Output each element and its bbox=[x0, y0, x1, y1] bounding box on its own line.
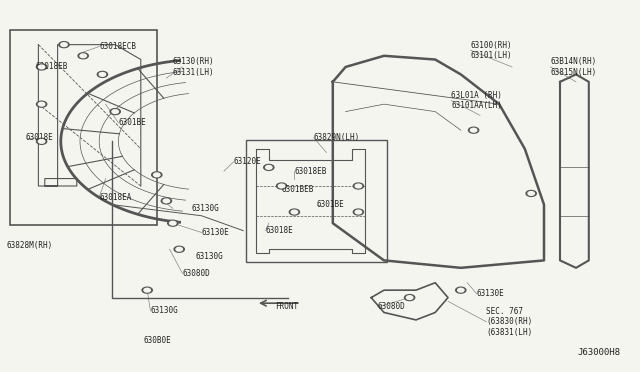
Circle shape bbox=[36, 64, 47, 70]
Text: FRONT: FRONT bbox=[275, 302, 298, 311]
Circle shape bbox=[78, 53, 88, 59]
Circle shape bbox=[38, 140, 45, 143]
Text: 63018E: 63018E bbox=[266, 226, 293, 235]
Text: 63018EB: 63018EB bbox=[35, 62, 68, 71]
Circle shape bbox=[112, 110, 118, 113]
Text: 63828M(RH): 63828M(RH) bbox=[6, 241, 52, 250]
Circle shape bbox=[526, 190, 536, 196]
Circle shape bbox=[470, 128, 477, 132]
Text: 6301BE: 6301BE bbox=[317, 200, 344, 209]
Text: 63130(RH)
63131(LH): 63130(RH) 63131(LH) bbox=[173, 57, 214, 77]
Circle shape bbox=[458, 288, 464, 292]
Text: 6301BEB: 6301BEB bbox=[282, 185, 314, 194]
Circle shape bbox=[168, 220, 178, 226]
Circle shape bbox=[36, 138, 47, 144]
Circle shape bbox=[353, 183, 364, 189]
Text: 63018EA: 63018EA bbox=[99, 193, 132, 202]
Circle shape bbox=[99, 73, 106, 76]
Circle shape bbox=[38, 102, 45, 106]
Text: 63829N(LH): 63829N(LH) bbox=[314, 133, 360, 142]
Circle shape bbox=[80, 54, 86, 58]
Text: 63080D: 63080D bbox=[378, 302, 405, 311]
Circle shape bbox=[278, 184, 285, 188]
Circle shape bbox=[276, 183, 287, 189]
Text: SEC. 767
(63830(RH)
(63831(LH): SEC. 767 (63830(RH) (63831(LH) bbox=[486, 307, 532, 337]
Text: 63130G: 63130G bbox=[150, 306, 178, 315]
Text: 63018ECB: 63018ECB bbox=[99, 42, 136, 51]
Text: 63B14N(RH)
63815N(LH): 63B14N(RH) 63815N(LH) bbox=[550, 57, 596, 77]
Circle shape bbox=[456, 287, 466, 293]
Circle shape bbox=[291, 210, 298, 214]
Text: 63120E: 63120E bbox=[234, 157, 261, 166]
Text: J63000H8: J63000H8 bbox=[578, 348, 621, 357]
Text: 63130G: 63130G bbox=[192, 204, 220, 213]
Text: 63130E: 63130E bbox=[202, 228, 229, 237]
Circle shape bbox=[289, 209, 300, 215]
Circle shape bbox=[36, 101, 47, 107]
Circle shape bbox=[404, 295, 415, 301]
Circle shape bbox=[406, 296, 413, 299]
Circle shape bbox=[528, 192, 534, 195]
Text: 63018EB: 63018EB bbox=[294, 167, 327, 176]
Circle shape bbox=[163, 199, 170, 203]
Circle shape bbox=[170, 221, 176, 225]
Circle shape bbox=[355, 210, 362, 214]
Text: 63L01A (RH)
63101AA(LH): 63L01A (RH) 63101AA(LH) bbox=[451, 91, 502, 110]
Circle shape bbox=[144, 288, 150, 292]
Circle shape bbox=[264, 164, 274, 170]
Circle shape bbox=[142, 287, 152, 293]
Text: 6301BE: 6301BE bbox=[118, 118, 146, 127]
Circle shape bbox=[266, 166, 272, 169]
Circle shape bbox=[110, 109, 120, 115]
Circle shape bbox=[59, 42, 69, 48]
Text: 63130E: 63130E bbox=[477, 289, 504, 298]
Circle shape bbox=[154, 173, 160, 177]
Circle shape bbox=[152, 172, 162, 178]
Text: 63080D: 63080D bbox=[182, 269, 210, 278]
Circle shape bbox=[174, 246, 184, 252]
Text: 630B0E: 630B0E bbox=[144, 336, 172, 345]
Circle shape bbox=[97, 71, 108, 77]
Text: 63100(RH)
63101(LH): 63100(RH) 63101(LH) bbox=[470, 41, 512, 60]
Circle shape bbox=[353, 209, 364, 215]
Circle shape bbox=[355, 184, 362, 188]
Circle shape bbox=[468, 127, 479, 133]
Circle shape bbox=[38, 65, 45, 69]
Text: 63018E: 63018E bbox=[26, 133, 53, 142]
Circle shape bbox=[176, 247, 182, 251]
Circle shape bbox=[161, 198, 172, 204]
Text: 63130G: 63130G bbox=[195, 252, 223, 261]
Circle shape bbox=[61, 43, 67, 46]
